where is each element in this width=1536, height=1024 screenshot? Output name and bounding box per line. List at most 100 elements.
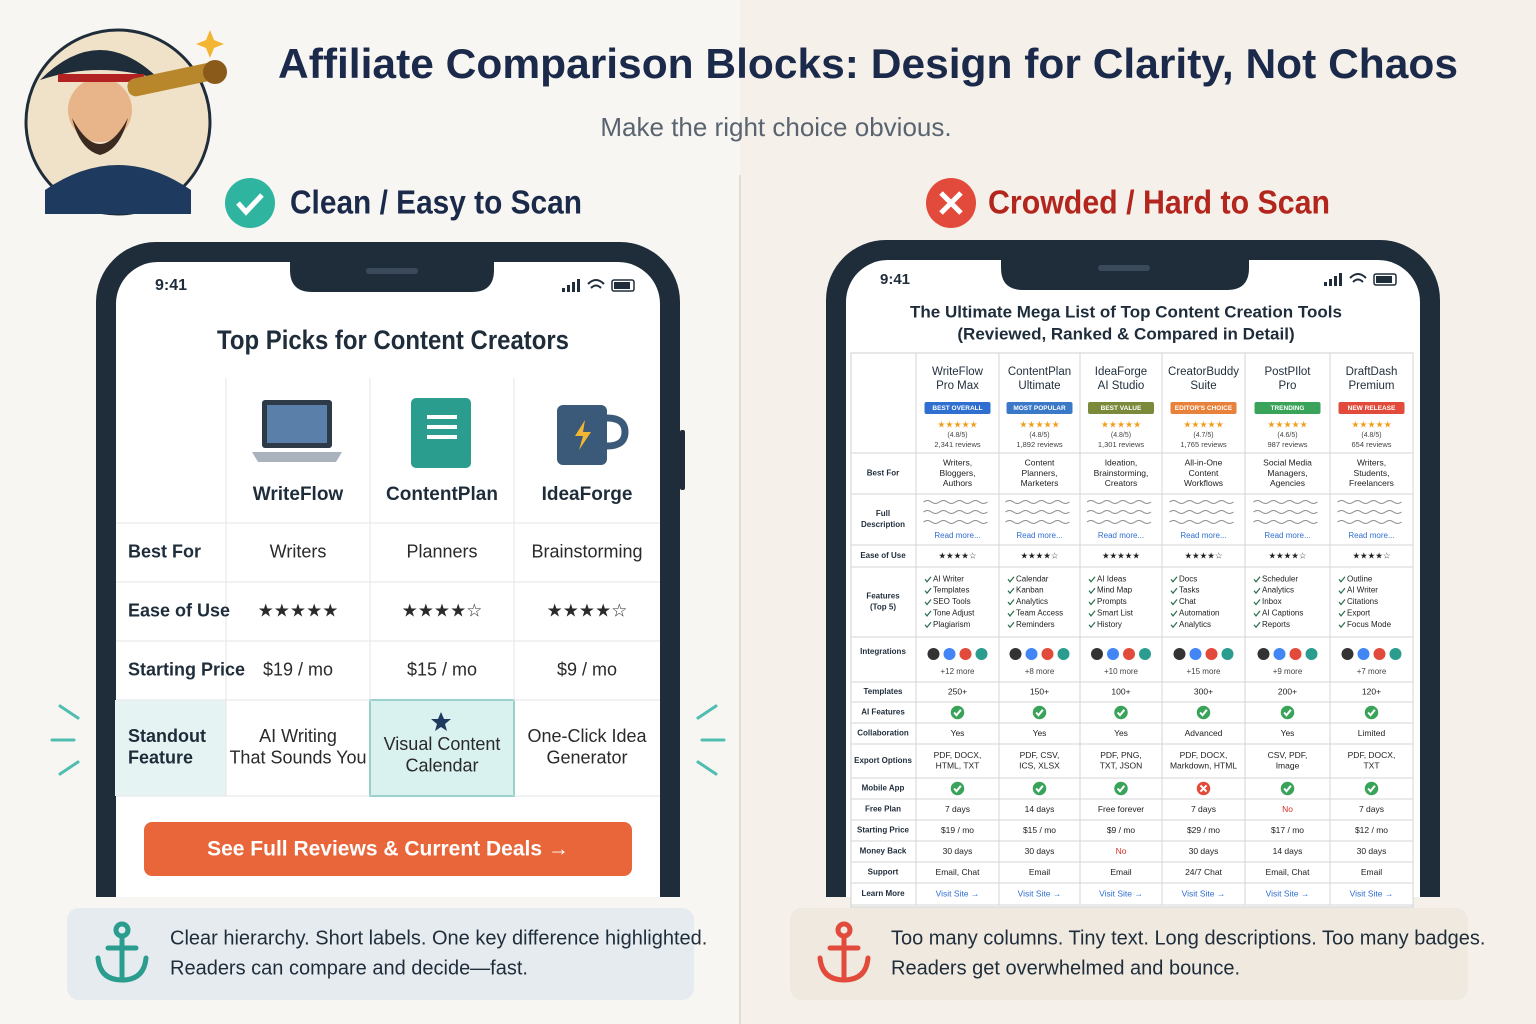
review-count: 987 reviews <box>1267 440 1307 449</box>
cell-text: $17 / mo <box>1271 825 1304 835</box>
cell-text: 14 days <box>1273 846 1303 856</box>
integration-icon <box>1057 648 1070 660</box>
cell-text: ★★★★☆ <box>938 550 976 560</box>
cell-text[interactable]: Visit Site → <box>1266 888 1310 898</box>
product-name: Pro Max <box>936 380 979 392</box>
cell-text: Marketers <box>1021 478 1059 488</box>
cell-text: +7 more <box>1357 667 1387 676</box>
rating-score: (4.8/5) <box>1361 432 1381 439</box>
cell-text[interactable]: No <box>1282 804 1293 814</box>
column-name: ContentPlan <box>386 484 498 505</box>
cell-text[interactable]: Visit Site → <box>1182 888 1226 898</box>
cell-text: Scheduler <box>1262 574 1298 583</box>
row-label: Description <box>861 520 905 529</box>
row-label: Standout <box>128 726 206 746</box>
table-title: (Reviewed, Ranked & Compared in Detail) <box>957 324 1294 343</box>
status-icons <box>1324 273 1397 286</box>
cell-text: Email <box>1029 867 1050 877</box>
icon-glyph <box>1367 785 1376 793</box>
badge-label: BEST OVERALL <box>932 405 982 412</box>
cta-label[interactable]: See Full Reviews & Current Deals → <box>207 838 569 861</box>
anchor-icon <box>95 921 149 983</box>
cell-text: 200+ <box>1278 686 1297 696</box>
cell-text: History <box>1097 620 1122 629</box>
cell-text: Workflows <box>1184 478 1223 488</box>
product-name: CreatorBuddy <box>1168 366 1239 378</box>
integration-icon <box>943 648 956 660</box>
row-label: Ease of Use <box>128 600 230 620</box>
cell-text[interactable]: No <box>1116 846 1127 856</box>
accent-lines <box>50 704 726 776</box>
row-label: Free Plan <box>865 805 901 814</box>
review-count: 2,341 reviews <box>934 440 981 449</box>
check-mark <box>1253 576 1261 583</box>
cell-text: Writers, <box>1357 458 1386 468</box>
product-name: Premium <box>1348 380 1394 392</box>
highlight-star <box>431 712 451 731</box>
row-label: Best For <box>128 541 201 561</box>
cell-text: Chat <box>1179 597 1197 606</box>
cell-text[interactable]: Read more... <box>1348 531 1394 540</box>
cell-text: Tasks <box>1179 586 1199 595</box>
row-label: Integrations <box>860 647 906 656</box>
scribble <box>1169 510 1234 514</box>
clean-heading: Clean / Easy to Scan <box>290 184 582 221</box>
icon-glyph <box>1035 709 1044 717</box>
cell-text: $19 / mo <box>941 825 974 835</box>
cell-text: AI Writing <box>259 726 337 746</box>
cell-text[interactable]: Read more... <box>1264 531 1310 540</box>
scribble <box>923 510 988 514</box>
cell-text[interactable]: Read more... <box>934 531 980 540</box>
product-name: Suite <box>1190 380 1216 392</box>
column-name: WriteFlow <box>253 484 344 505</box>
cell-text[interactable]: Read more... <box>1016 531 1062 540</box>
cell-text[interactable]: Visit Site → <box>1099 888 1143 898</box>
cell-text[interactable]: Read more... <box>1098 531 1144 540</box>
product-name: AI Studio <box>1098 380 1145 392</box>
cell-text[interactable]: Visit Site → <box>1018 888 1062 898</box>
cell-text: PDF, DOCX, <box>934 750 982 760</box>
cell-text: Planners, <box>1022 468 1058 478</box>
check-mark <box>1170 610 1178 617</box>
cell-text[interactable]: Visit Site → <box>1350 888 1394 898</box>
badge <box>1254 402 1321 414</box>
scribble <box>1086 520 1152 524</box>
status-time: 9:41 <box>155 277 187 294</box>
integration-icon <box>1139 648 1151 660</box>
scribble <box>1086 500 1152 504</box>
caption-line: Readers get overwhelmed and bounce. <box>891 957 1240 979</box>
integration-icon <box>1107 648 1119 660</box>
cell-text: 100+ <box>1111 686 1130 696</box>
cell-text: Email <box>1110 867 1131 877</box>
cell-text: Plagiarism <box>933 620 971 629</box>
badge <box>1088 402 1154 414</box>
cell-text: Generator <box>546 747 627 767</box>
check-icon <box>236 193 264 216</box>
cell-text: Free forever <box>1098 804 1144 814</box>
integration-icon <box>1373 648 1386 660</box>
crowded-heading: Crowded / Hard to Scan <box>988 184 1330 221</box>
cell-text[interactable]: Read more... <box>1180 531 1226 540</box>
cell-text: AI Writer <box>1347 586 1378 595</box>
check-icon <box>1032 705 1047 720</box>
cell-text: Mind Map <box>1097 586 1133 595</box>
integration-icon <box>1221 648 1234 660</box>
rating-score: (4.7/5) <box>1193 432 1213 439</box>
cell-text: 30 days <box>1189 846 1219 856</box>
product-icons <box>252 398 629 468</box>
cta-button[interactable] <box>144 822 632 876</box>
cell-text: Advanced <box>1185 728 1223 738</box>
cell-text: 30 days <box>1025 846 1055 856</box>
check-mark <box>924 621 932 629</box>
cell-text: Yes <box>1033 728 1047 738</box>
cell-text: ★★★★☆ <box>1184 550 1222 560</box>
cell-text: 250+ <box>948 686 967 696</box>
cell-text: Email, Chat <box>936 867 981 877</box>
cell-text[interactable]: Visit Site → <box>936 888 980 898</box>
cell-text: Image <box>1276 760 1300 770</box>
cell-text: Creators <box>1105 478 1138 488</box>
rating-stars: ★★★★★ <box>1351 419 1391 429</box>
cell-text: HTML, TXT <box>936 760 980 770</box>
check-mark <box>1253 587 1261 595</box>
